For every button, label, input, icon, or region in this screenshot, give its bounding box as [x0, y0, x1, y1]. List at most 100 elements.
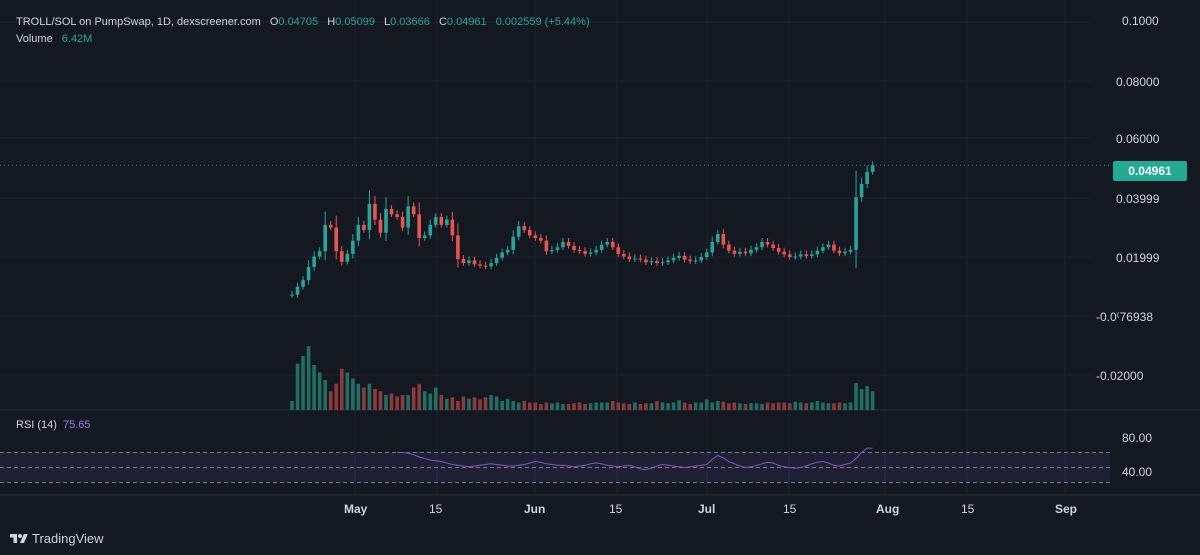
candle-body	[821, 247, 825, 251]
volume-bar	[666, 403, 670, 410]
volume-bar	[306, 346, 311, 410]
rsi-value: 75.65	[62, 419, 91, 431]
candle-body	[339, 251, 344, 262]
x-tick-label: 15	[961, 502, 975, 516]
x-tick-label: Jul	[698, 502, 716, 516]
candle-body	[312, 256, 316, 267]
volume-bar	[362, 387, 366, 410]
volume-bar	[837, 402, 842, 410]
high-label: H	[327, 16, 336, 28]
candle-body	[848, 249, 853, 252]
candle-body	[356, 224, 361, 241]
volume-bar	[533, 402, 538, 410]
volume-bar	[555, 402, 560, 410]
candle-body	[422, 235, 427, 239]
candle-body	[610, 241, 615, 248]
candle-body	[433, 216, 438, 225]
candle-body	[483, 265, 488, 267]
candle-body	[671, 257, 676, 261]
candle-body	[749, 249, 753, 254]
volume-bar	[721, 401, 726, 410]
y-tick-label: 0.06000	[1116, 132, 1160, 146]
candle-body	[633, 258, 637, 260]
high-value: 0.05099	[335, 16, 375, 28]
candle-body	[384, 209, 388, 233]
volume-bar	[544, 402, 549, 410]
candle-body	[411, 206, 416, 215]
volume-bar	[378, 391, 383, 410]
candle-body	[859, 184, 864, 198]
rsi-lower-label: 40.00	[1122, 465, 1153, 479]
candle-body	[334, 227, 339, 252]
volume-bar	[317, 372, 322, 410]
volume-bar	[428, 393, 433, 410]
volume-bar	[754, 403, 759, 410]
candle-body	[295, 286, 300, 295]
volume-bar	[406, 395, 410, 410]
volume-bar	[561, 404, 565, 410]
volume-bar	[290, 401, 294, 410]
candle-body	[787, 254, 792, 257]
volume-bar	[693, 402, 698, 410]
volume-bar	[655, 401, 659, 410]
candle-body	[583, 251, 587, 254]
candle-body	[704, 252, 709, 257]
rsi-line	[397, 447, 873, 471]
candle-body	[743, 251, 748, 254]
candle-body	[716, 234, 720, 242]
volume-bar	[494, 396, 499, 410]
y-tick-label: -0.0⁽76938	[1096, 310, 1153, 324]
volume-bar	[776, 402, 781, 410]
volume-bar	[710, 402, 715, 410]
volume-bar	[417, 383, 421, 410]
volume-bar	[483, 397, 488, 410]
candle-body	[328, 224, 333, 228]
candle-body	[804, 254, 809, 256]
candle-body	[445, 219, 449, 225]
candle-body	[500, 252, 504, 258]
candle-body	[511, 236, 515, 250]
volume-bar	[323, 380, 327, 410]
candle-body	[605, 241, 610, 245]
candle-body	[323, 224, 327, 252]
volume-bar	[760, 404, 764, 410]
volume-bar	[832, 403, 836, 410]
candle-body	[644, 259, 648, 263]
tradingview-logo-icon	[10, 533, 28, 543]
change-value: 0.002559 (+5.44%)	[495, 16, 590, 28]
volume-bar	[472, 397, 477, 410]
volume-bar	[599, 402, 604, 410]
candle-body	[810, 254, 814, 256]
open-label: O	[269, 16, 279, 28]
volume-bar	[765, 402, 770, 410]
volume-bar	[328, 391, 333, 410]
rsi-panel	[0, 447, 1110, 483]
x-tick-label: 15	[783, 502, 797, 516]
tradingview-branding[interactable]: TradingView	[10, 531, 104, 546]
candle-body	[561, 241, 565, 248]
candle-body	[505, 249, 510, 253]
candle-body	[826, 244, 831, 248]
y-tick-label: 0.1000	[1122, 14, 1159, 28]
candle-body	[516, 226, 521, 237]
volume-bar	[804, 403, 809, 410]
volume-bar	[716, 401, 720, 410]
candle-body	[776, 248, 781, 252]
volume-bar	[743, 404, 748, 410]
volume-bar	[644, 403, 648, 410]
volume-bar	[478, 399, 482, 410]
volume-bar	[373, 389, 377, 410]
candle-body	[467, 260, 471, 264]
volume-bar	[467, 398, 471, 410]
legend-ohlc: TROLL/SOL on PumpSwap, 1D, dexscreener.c…	[16, 16, 590, 28]
candlestick-series	[290, 161, 875, 298]
candle-body	[395, 214, 399, 217]
volume-bar	[511, 401, 515, 410]
candle-body	[494, 257, 499, 264]
volume-bar	[389, 393, 394, 410]
volume-bar	[577, 402, 582, 410]
volume-bar	[859, 389, 864, 410]
volume-bar	[610, 401, 615, 410]
volume-label: Volume	[16, 33, 53, 45]
